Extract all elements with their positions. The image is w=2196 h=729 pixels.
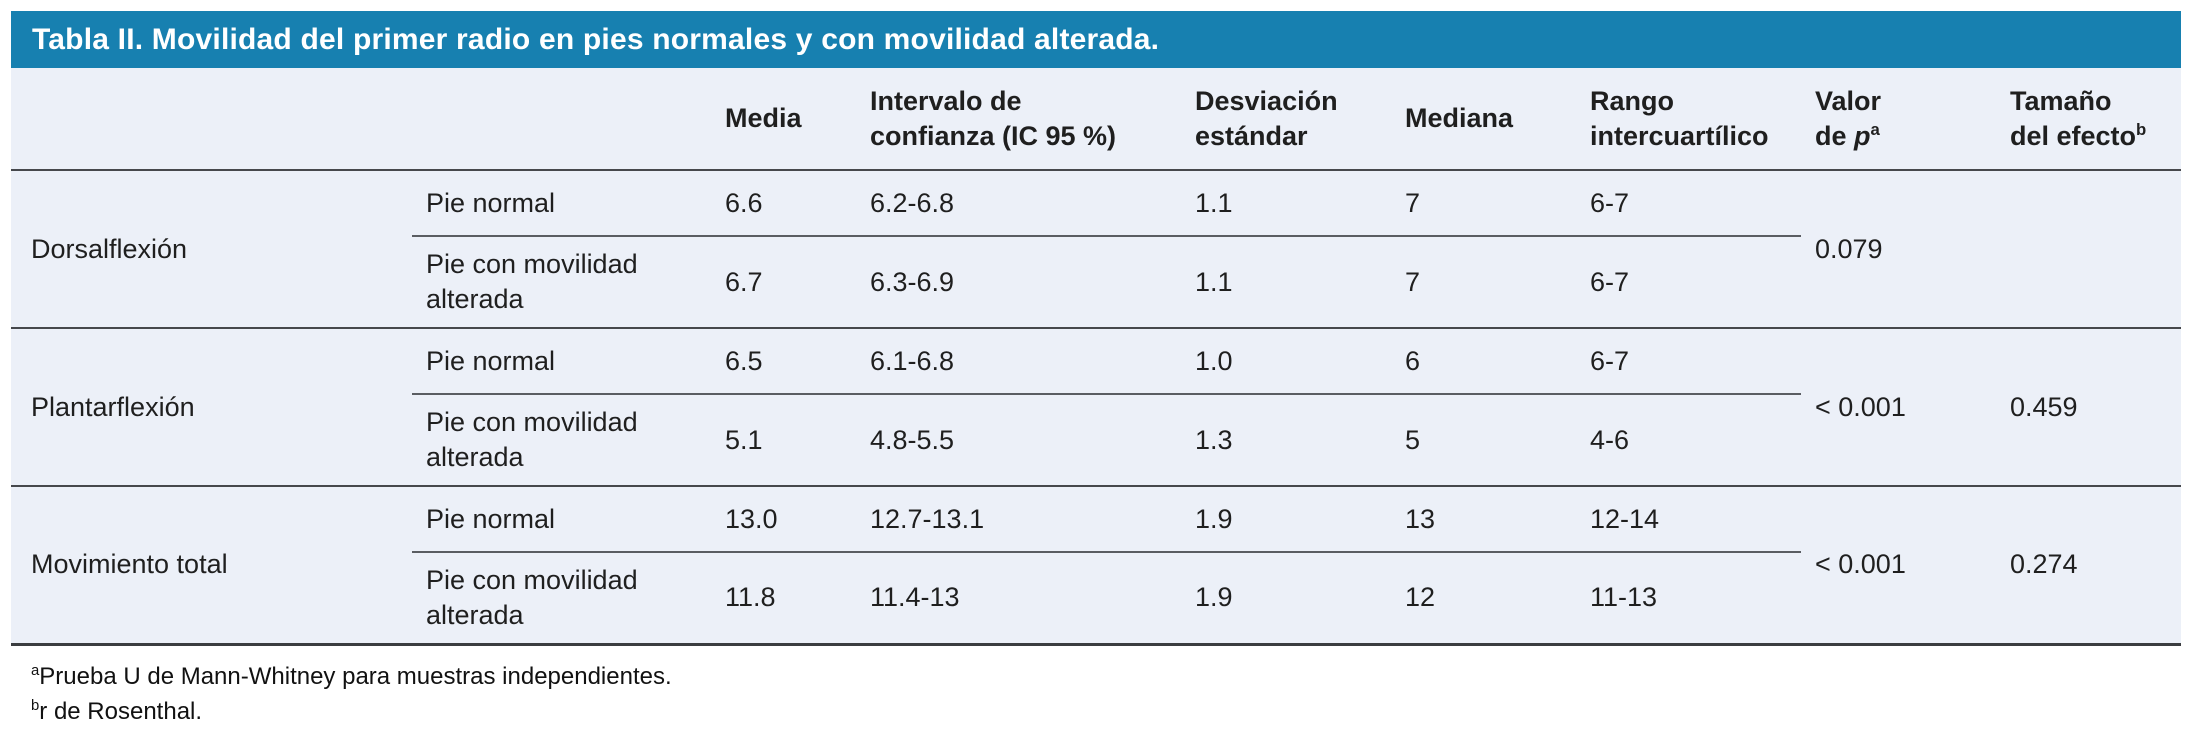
table-title-bar: Tabla II. Movilidad del primer radio en …: [11, 11, 2181, 68]
statistics-table: Media Intervalo de confianza (IC 95 %) D…: [11, 68, 2181, 646]
footnote-a: aPrueba U de Mann-Whitney para muestras …: [31, 662, 672, 690]
header-empty-label: [11, 68, 412, 171]
row-label-plantarflexion: Plantarflexión: [11, 327, 412, 486]
row-label-movimiento-total: Movimiento total: [11, 485, 412, 644]
cell-ic: 6.3-6.9: [856, 235, 1181, 328]
cell-media: 6.6: [725, 187, 763, 218]
cell-mediana: 5: [1391, 393, 1576, 486]
table-row: Pie con movilidad alterada 6.7 6.3-6.9 1…: [11, 235, 2181, 328]
cell-rango: 6-7: [1590, 187, 1630, 218]
cell-media: 13.0: [711, 485, 856, 552]
table-row: Pie con movilidad alterada 11.8 11.4-13 …: [11, 551, 2181, 644]
cell-effect-size: [1996, 170, 2181, 328]
cell-mediana: 6: [1391, 327, 1576, 394]
table-row: Movimiento total Pie normal 13.0 12.7-13…: [11, 485, 2181, 644]
row-label-dorsalflexion: Dorsalflexión: [31, 233, 188, 264]
header-rango-intercuartilico: Rango intercuartílico: [1576, 68, 1801, 171]
cell-group: Pie con movilidad alterada: [412, 551, 711, 644]
header-desviacion-estandar: Desviación estándar: [1181, 68, 1391, 171]
header-empty-group: [412, 68, 711, 171]
cell-group: Pie normal: [426, 187, 556, 218]
cell-effect-size: 0.459: [1996, 327, 2181, 486]
table-footnotes: aPrueba U de Mann-Whitney para muestras …: [11, 659, 2181, 729]
cell-mediana: 12: [1391, 551, 1576, 644]
table-title: Tabla II. Movilidad del primer radio en …: [32, 22, 1160, 56]
cell-ic: 12.7-13.1: [856, 485, 1181, 552]
header-valor-p: Valor de pa: [1801, 68, 1996, 171]
cell-media: 11.8: [711, 551, 856, 644]
cell-rango: 4-6: [1576, 393, 1801, 486]
cell-group: Pie normal: [412, 327, 711, 394]
cell-de: 1.9: [1181, 485, 1391, 552]
cell-de: 1.1: [1195, 187, 1233, 218]
cell-de: 1.1: [1181, 235, 1391, 328]
cell-p-value: < 0.001: [1801, 327, 1996, 486]
cell-rango: 6-7: [1576, 235, 1801, 328]
cell-mediana: 7: [1405, 187, 1421, 218]
table-figure: Tabla II. Movilidad del primer radio en …: [11, 11, 2181, 729]
header-tamano-efecto: Tamaño del efectob: [1996, 68, 2181, 171]
cell-ic: 4.8-5.5: [856, 393, 1181, 486]
header-media: Media: [711, 68, 856, 171]
cell-effect-size: 0.274: [1996, 485, 2181, 644]
cell-media: 5.1: [711, 393, 856, 486]
cell-p-value: 0.079: [1815, 233, 1883, 264]
cell-media: 6.5: [711, 327, 856, 394]
cell-de: 1.9: [1181, 551, 1391, 644]
cell-de: 1.3: [1181, 393, 1391, 486]
cell-group: Pie con movilidad alterada: [412, 235, 711, 328]
cell-p-value: < 0.001: [1801, 485, 1996, 644]
table-row: Pie con movilidad alterada 5.1 4.8-5.5 1…: [11, 393, 2181, 486]
cell-mediana: 7: [1391, 235, 1576, 328]
cell-group: Pie con movilidad alterada: [412, 393, 711, 486]
cell-rango: 12-14: [1576, 485, 1801, 552]
cell-group: Pie normal: [412, 485, 711, 552]
footnote-b: br de Rosenthal.: [31, 697, 203, 725]
cell-ic: 6.1-6.8: [856, 327, 1181, 394]
cell-media: 6.7: [711, 235, 856, 328]
header-intervalo-confianza: Intervalo de confianza (IC 95 %): [856, 68, 1181, 171]
cell-ic: 11.4-13: [856, 551, 1181, 644]
cell-rango: 6-7: [1576, 327, 1801, 394]
table-row: Dorsalflexión Pie normal 6.6 6.2-6.8 1.1…: [11, 170, 2181, 264]
cell-ic: 6.2-6.8: [870, 187, 955, 218]
table-row: Plantarflexión Pie normal 6.5 6.1-6.8 1.…: [11, 327, 2181, 486]
header-row: Media Intervalo de confianza (IC 95 %) D…: [11, 68, 2181, 171]
cell-de: 1.0: [1181, 327, 1391, 394]
cell-rango: 11-13: [1576, 551, 1801, 644]
header-mediana: Mediana: [1391, 68, 1576, 171]
cell-mediana: 13: [1391, 485, 1576, 552]
